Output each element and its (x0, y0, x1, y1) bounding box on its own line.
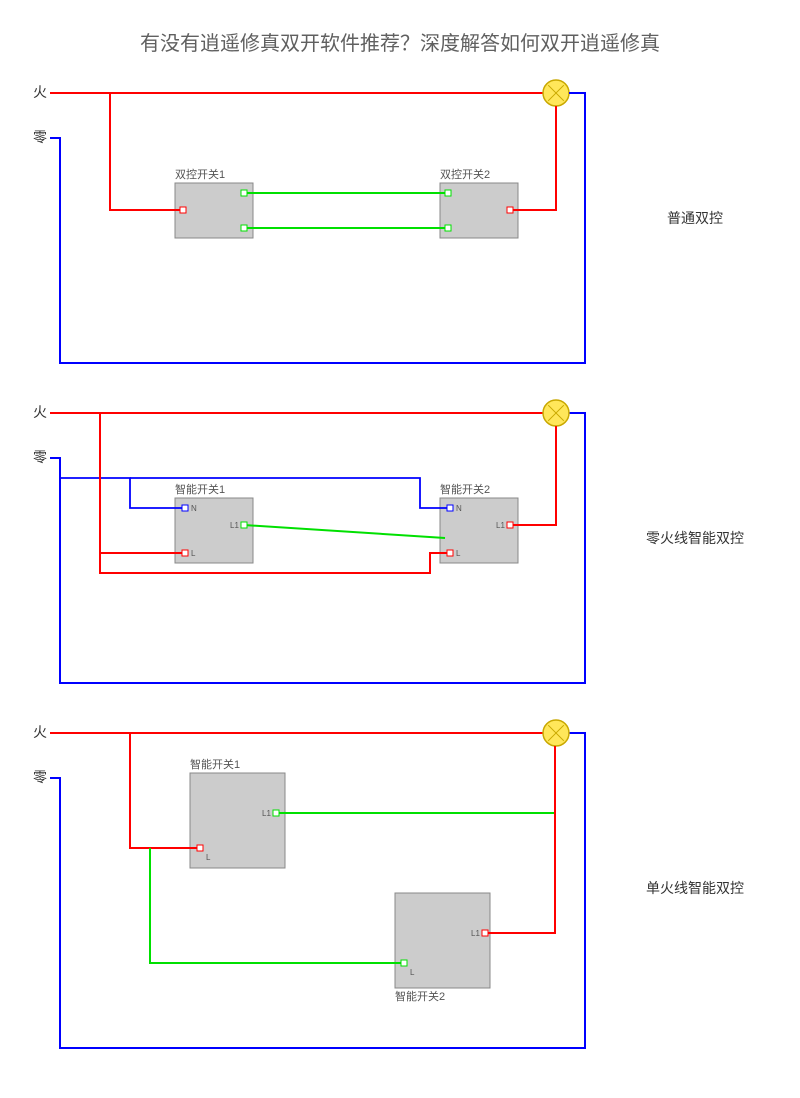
diagram-label: 零火线智能双控 (646, 530, 744, 546)
switch-label: 智能开关2 (395, 989, 445, 1003)
diagram-1: 火零普通双控 双控开关1 双控开关2 (33, 80, 723, 363)
page-title: 有没有逍遥修真双开软件推荐？深度解答如何双开逍遥修真 (0, 17, 800, 62)
switch-label: 智能开关2 (440, 482, 490, 496)
svg-text:L: L (206, 853, 211, 862)
diagram-label: 单火线智能双控 (646, 880, 744, 896)
switch-label: 双控开关1 (175, 167, 225, 181)
svg-text:零: 零 (33, 449, 47, 465)
svg-text:L: L (410, 968, 415, 977)
switch-label: 智能开关1 (190, 757, 240, 771)
svg-text:L1: L1 (471, 929, 480, 938)
svg-text:L1: L1 (262, 809, 271, 818)
svg-text:L1: L1 (230, 521, 239, 530)
svg-text:零: 零 (33, 769, 47, 785)
svg-text:N: N (456, 504, 462, 513)
neutral-label: 零 (33, 129, 47, 145)
switch-label: 双控开关2 (440, 167, 490, 181)
live-label: 火 (33, 84, 47, 100)
svg-text:火: 火 (33, 404, 47, 420)
diagram-label: 普通双控 (667, 210, 723, 226)
svg-text:L: L (456, 549, 461, 558)
svg-text:L1: L1 (496, 521, 505, 530)
switch-label: 智能开关1 (175, 482, 225, 496)
diagram-3: 火零单火线智能双控 智能开关1 智能开关2 L1 L L1 L (33, 720, 744, 1048)
diagram-container: 火零普通双控双控开关1双控开关2火零零火线智能双控智能开关1智能开关2NL1LN… (0, 78, 800, 1098)
diagram-2: 火零零火线智能双控 智能开关1 智能开关2 N L1 L N L1 L (33, 400, 744, 683)
svg-text:N: N (191, 504, 197, 513)
svg-text:火: 火 (33, 724, 47, 740)
svg-text:L: L (191, 549, 196, 558)
